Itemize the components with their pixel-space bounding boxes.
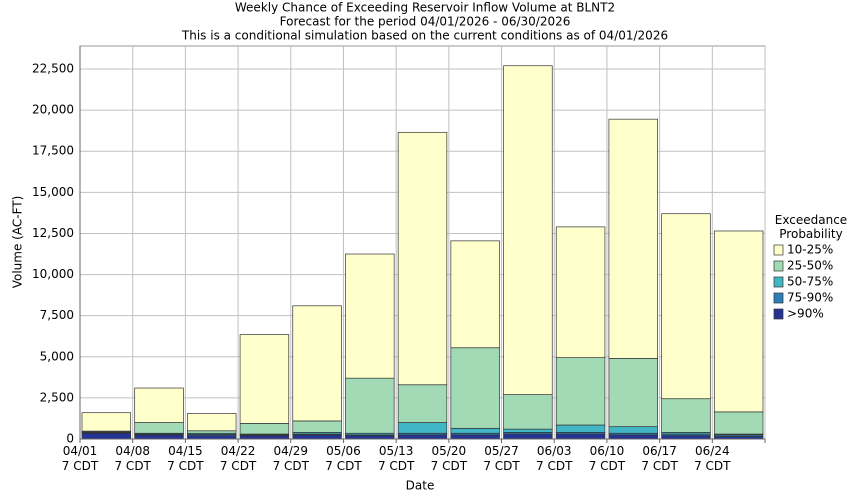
y-tick-label: 12,500 [32, 226, 74, 240]
bar-segment [345, 377, 395, 434]
bar-segment [239, 334, 290, 424]
legend-label: 50-75% [787, 275, 833, 289]
bar-segment [397, 131, 448, 386]
x-tick-label: 05/20 7 CDT [431, 444, 468, 473]
bar-segment [345, 253, 395, 379]
legend-swatch [773, 260, 784, 272]
x-tick-label: 04/29 7 CDT [273, 444, 310, 473]
x-tick-label: 06/10 7 CDT [589, 444, 626, 473]
x-tick-label: 04/01 7 CDT [62, 444, 99, 473]
x-tick-label: 06/17 7 CDT [641, 444, 678, 473]
bar-segment [661, 398, 711, 433]
y-tick-label: 0 [66, 432, 74, 446]
bar-segment [661, 213, 711, 400]
bar-segment [292, 420, 342, 433]
bar-segment [81, 412, 132, 432]
bar-segment [450, 347, 500, 429]
bar-segment [555, 424, 606, 433]
y-tick-label: 22,500 [32, 62, 74, 76]
bar-segment [397, 422, 448, 434]
bar-segment [608, 358, 658, 428]
bar-segment [397, 384, 448, 423]
bar-segment [187, 430, 237, 434]
bar-segment [134, 422, 184, 434]
legend-title: Exceedance Probability [775, 213, 847, 241]
y-tick-label: 7,500 [40, 308, 74, 322]
legend-label: >90% [787, 307, 824, 321]
legend-swatch [773, 292, 784, 304]
bar-segment [503, 433, 553, 440]
bar-segment [713, 230, 764, 413]
bar-segment [239, 423, 290, 435]
legend-swatch [773, 276, 784, 288]
y-tick-label: 20,000 [32, 103, 74, 117]
x-axis-label: Date [406, 479, 435, 493]
y-tick-label: 15,000 [32, 185, 74, 199]
bar-segment [555, 357, 606, 426]
x-tick-label: 04/15 7 CDT [167, 444, 204, 473]
bar-segment [608, 118, 658, 359]
chart-title: Weekly Chance of Exceeding Reservoir Inf… [235, 1, 615, 15]
bar-segment [134, 387, 184, 423]
bar-segment [713, 411, 764, 435]
bar-segment [608, 426, 658, 434]
x-tick-label: 06/03 7 CDT [536, 444, 573, 473]
y-tick-label: 2,500 [40, 390, 74, 404]
bar-segment [292, 305, 342, 422]
legend-swatch [773, 244, 784, 256]
bar-segment [397, 434, 448, 440]
legend-label: 10-25% [787, 243, 833, 257]
x-tick-label: 04/22 7 CDT [220, 444, 257, 473]
bar-segment [608, 434, 658, 440]
x-tick-label: 04/08 7 CDT [114, 444, 151, 473]
chart-subtitle: Forecast for the period 04/01/2026 - 06/… [280, 15, 571, 29]
x-tick-label: 06/24 7 CDT [694, 444, 731, 473]
bar-segment [555, 433, 606, 440]
y-tick-label: 5,000 [40, 349, 74, 363]
x-tick-label: 05/13 7 CDT [378, 444, 415, 473]
bar-segment [555, 226, 606, 358]
bar-segment [450, 240, 500, 349]
bar-segment [503, 428, 553, 433]
bar-segment [503, 65, 553, 395]
bar-segment [134, 434, 184, 440]
chart-note: This is a conditional simulation based o… [181, 29, 668, 43]
legend-swatch [773, 308, 784, 320]
y-tick-label: 10,000 [32, 267, 74, 281]
bar-segment [450, 427, 500, 434]
x-tick-label: 05/27 7 CDT [483, 444, 520, 473]
legend-label: 75-90% [787, 291, 833, 305]
bar-segment [503, 394, 553, 430]
legend-label: 25-50% [787, 259, 833, 273]
bar-segment [292, 434, 342, 440]
bar-segment [187, 413, 237, 432]
x-tick-label: 05/06 7 CDT [325, 444, 362, 473]
bar-segment [81, 432, 132, 440]
bar-segment [450, 434, 500, 440]
y-tick-label: 17,500 [32, 144, 74, 158]
y-axis-label: Volume (AC-FT) [11, 196, 25, 289]
